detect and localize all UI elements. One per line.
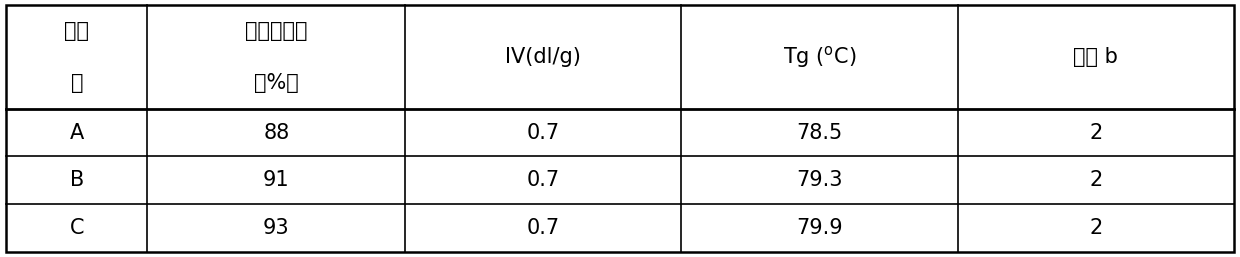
Text: 催化: 催化 [64,21,89,41]
Text: 2: 2 [1089,218,1102,238]
Text: 颜色 b: 颜色 b [1074,47,1118,67]
Text: A: A [69,123,84,143]
Text: 88: 88 [263,123,289,143]
Text: 91: 91 [263,170,290,190]
Text: 2: 2 [1089,123,1102,143]
Text: 0.7: 0.7 [527,170,559,190]
Text: B: B [69,170,84,190]
Text: 79.3: 79.3 [796,170,843,190]
Text: C: C [69,218,84,238]
Text: 2: 2 [1089,170,1102,190]
Text: 78.5: 78.5 [796,123,843,143]
Text: 单体反应率: 单体反应率 [246,21,308,41]
Text: 剂: 剂 [71,73,83,93]
Text: 93: 93 [263,218,290,238]
Text: 0.7: 0.7 [527,123,559,143]
Text: Tg ($\mathregular{^o}$C): Tg ($\mathregular{^o}$C) [782,44,856,70]
Text: IV(dl/g): IV(dl/g) [506,47,582,67]
Text: （%）: （%） [254,73,299,93]
Text: 79.9: 79.9 [796,218,843,238]
Text: 0.7: 0.7 [527,218,559,238]
